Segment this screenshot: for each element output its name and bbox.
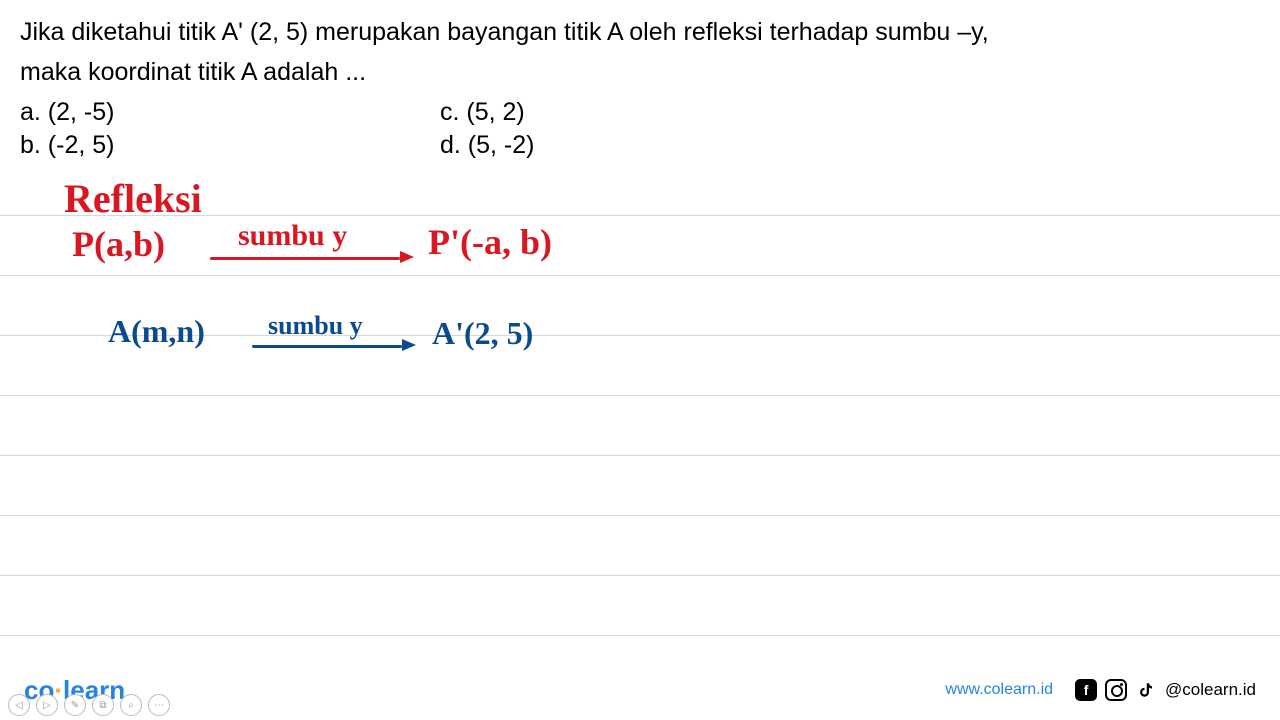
hw-blue-left: A(m,n) — [108, 313, 205, 350]
options-col-1: a. (2, -5) b. (-2, 5) — [20, 96, 440, 164]
notebook-area: Refleksi P(a,b) sumbu y P'(-a, b) A(m,n)… — [0, 175, 1280, 660]
notebook-line — [0, 635, 1280, 636]
hw-blue-arrow-head — [402, 339, 416, 351]
footer: co·learn www.colearn.id f @colearn.id — [0, 660, 1280, 720]
hw-blue-arrow-label: sumbu y — [268, 311, 363, 341]
social-handle: @colearn.id — [1165, 680, 1256, 700]
option-c: c. (5, 2) — [440, 96, 860, 130]
next-button[interactable]: ▷ — [36, 694, 58, 716]
footer-controls: ◁ ▷ ✎ ⧉ ⌕ ⋯ — [8, 694, 170, 716]
option-a: a. (2, -5) — [20, 96, 440, 130]
hw-blue-right: A'(2, 5) — [432, 315, 533, 352]
question-area: Jika diketahui titik A' (2, 5) merupakan… — [0, 0, 1280, 163]
option-b: b. (-2, 5) — [20, 129, 440, 163]
social-group: f @colearn.id — [1075, 679, 1256, 701]
hw-red-right: P'(-a, b) — [428, 221, 552, 263]
options-col-2: c. (5, 2) d. (5, -2) — [440, 96, 860, 164]
options-row: a. (2, -5) b. (-2, 5) c. (5, 2) d. (5, -… — [20, 96, 1260, 164]
hw-red-arrow-line — [210, 257, 400, 260]
notebook-line — [0, 575, 1280, 576]
instagram-icon[interactable] — [1105, 679, 1127, 701]
question-line-1: Jika diketahui titik A' (2, 5) merupakan… — [20, 16, 1260, 50]
copy-button[interactable]: ⧉ — [92, 694, 114, 716]
tiktok-icon[interactable] — [1135, 679, 1157, 701]
footer-right: www.colearn.id f @colearn.id — [945, 679, 1256, 701]
option-d: d. (5, -2) — [440, 129, 860, 163]
notebook-line — [0, 275, 1280, 276]
notebook-line — [0, 395, 1280, 396]
hw-red-title: Refleksi — [64, 175, 202, 222]
prev-button[interactable]: ◁ — [8, 694, 30, 716]
search-button[interactable]: ⌕ — [120, 694, 142, 716]
website-link[interactable]: www.colearn.id — [945, 681, 1053, 699]
hw-red-left: P(a,b) — [72, 223, 165, 265]
hw-blue-arrow-line — [252, 345, 402, 348]
hw-red-arrow-head — [400, 251, 414, 263]
notebook-line — [0, 515, 1280, 516]
hw-red-arrow-label: sumbu y — [238, 219, 347, 253]
facebook-icon[interactable]: f — [1075, 679, 1097, 701]
notebook-line — [0, 455, 1280, 456]
question-line-2: maka koordinat titik A adalah ... — [20, 56, 1260, 90]
edit-button[interactable]: ✎ — [64, 694, 86, 716]
more-button[interactable]: ⋯ — [148, 694, 170, 716]
